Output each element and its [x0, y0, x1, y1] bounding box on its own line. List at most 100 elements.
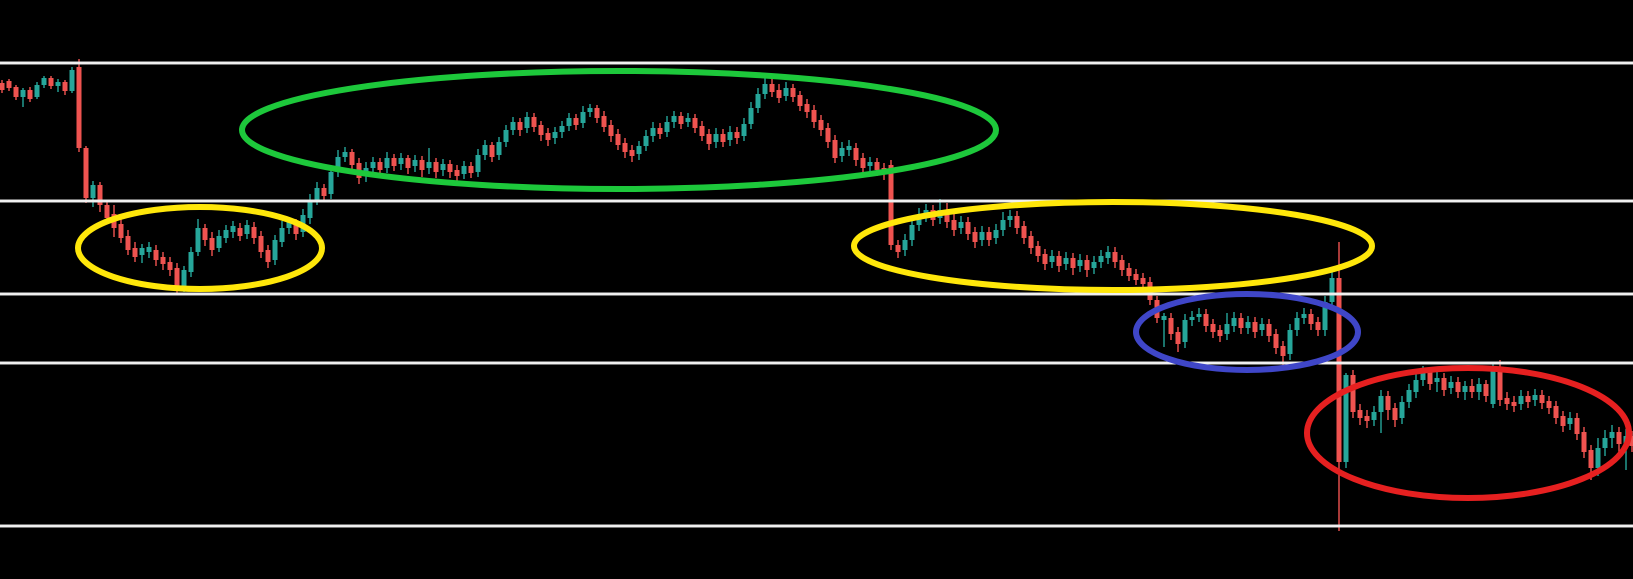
candle-body	[27, 90, 33, 99]
candle-body	[608, 125, 614, 136]
candle-down	[1581, 427, 1587, 458]
candle-up	[1378, 390, 1384, 433]
horizontal-level-line[interactable]	[0, 61, 1633, 65]
candle-body	[720, 134, 726, 142]
candle-down	[321, 184, 327, 201]
candle-body	[328, 172, 334, 194]
candle-down	[622, 138, 628, 158]
candle-body	[755, 94, 761, 108]
candle-up	[1063, 252, 1069, 270]
candle-body	[181, 270, 187, 288]
candle-down	[832, 135, 838, 163]
candle-down	[811, 105, 817, 128]
candle-down	[1364, 410, 1370, 428]
candle-body	[1203, 314, 1209, 326]
candle-body	[510, 122, 516, 130]
candle-body	[13, 87, 19, 97]
candle-body	[1315, 322, 1321, 330]
candle-body	[1126, 268, 1132, 276]
candle-down	[1056, 251, 1062, 272]
horizontal-level-line[interactable]	[0, 361, 1633, 365]
candle-body	[671, 116, 677, 122]
candle-body	[1455, 382, 1461, 392]
candle-body	[1308, 314, 1314, 324]
candle-body	[804, 104, 810, 112]
candle-body	[1511, 402, 1517, 406]
candle-body	[1105, 252, 1111, 258]
candle-down	[1238, 313, 1244, 334]
candle-body	[1518, 396, 1524, 404]
candle-body	[1014, 216, 1020, 228]
candle-body	[650, 128, 656, 136]
candle-body	[1364, 416, 1370, 421]
candle-body	[1490, 368, 1496, 404]
blue-ellipse[interactable]	[1133, 291, 1361, 373]
horizontal-level-line[interactable]	[0, 292, 1633, 296]
candle-body	[139, 248, 145, 255]
candle-body	[1539, 395, 1545, 403]
candle-body	[1238, 318, 1244, 328]
candle-body	[454, 170, 460, 176]
candle-body	[433, 162, 439, 172]
candle-body	[384, 158, 390, 168]
candle-down	[1553, 401, 1559, 424]
yellow-ellipse-right[interactable]	[851, 199, 1375, 293]
candle-up	[587, 104, 593, 117]
candle-body	[867, 162, 873, 166]
candle-body	[972, 232, 978, 242]
candle-body	[251, 227, 257, 238]
candle-body	[993, 230, 999, 238]
candle-down	[1140, 273, 1146, 289]
candle-up	[55, 79, 61, 92]
candle-body	[699, 126, 705, 136]
candle-up	[839, 142, 845, 162]
candle-up	[398, 153, 404, 170]
candle-up	[762, 78, 768, 99]
candle-down	[1588, 445, 1594, 480]
candle-body	[1098, 256, 1104, 262]
candle-body	[769, 84, 775, 92]
candle-up	[90, 181, 96, 207]
candle-body	[944, 210, 950, 222]
candle-wick	[428, 148, 430, 174]
candle-up	[496, 137, 502, 160]
candle-body	[517, 122, 523, 130]
green-ellipse[interactable]	[239, 68, 999, 192]
candle-down	[1203, 309, 1209, 332]
candle-up	[958, 216, 964, 234]
candle-body	[174, 268, 180, 288]
candle-down	[153, 245, 159, 266]
horizontal-level-line[interactable]	[0, 199, 1633, 203]
candle-body	[734, 132, 740, 138]
candle-wick	[1163, 313, 1165, 347]
yellow-ellipse-left[interactable]	[75, 204, 325, 292]
candle-up	[1609, 425, 1615, 448]
candle-up	[1182, 314, 1188, 348]
candle-down	[1084, 255, 1090, 277]
candle-up	[342, 147, 348, 162]
candle-body	[958, 222, 964, 228]
candle-body	[657, 128, 663, 134]
candle-down	[468, 162, 474, 178]
candle-body	[475, 155, 481, 172]
candle-body	[1056, 256, 1062, 266]
horizontal-level-line[interactable]	[0, 524, 1633, 528]
candle-down	[293, 219, 299, 240]
candle-body	[1609, 432, 1615, 438]
candle-down	[1119, 255, 1125, 276]
candle-down	[615, 129, 621, 150]
red-ellipse[interactable]	[1304, 365, 1632, 501]
candle-down	[804, 99, 810, 118]
candle-body	[265, 250, 271, 262]
candle-down	[132, 242, 138, 262]
candle-up	[1189, 311, 1195, 326]
candle-up	[664, 116, 670, 137]
candle-body	[1441, 378, 1447, 390]
candle-body	[1280, 346, 1286, 356]
candle-body	[167, 262, 173, 270]
candle-body	[965, 222, 971, 234]
candle-up	[1343, 373, 1349, 468]
candle-body	[1406, 390, 1412, 402]
candle-down	[608, 120, 614, 142]
candle-up	[426, 148, 432, 174]
